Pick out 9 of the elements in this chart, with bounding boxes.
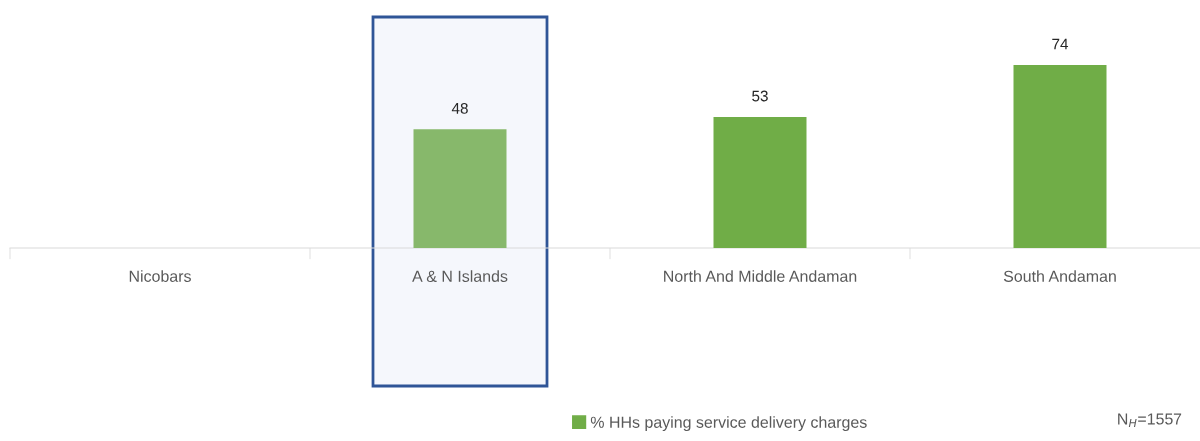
x-tick-label: A & N Islands <box>412 270 508 282</box>
data-label: 48 <box>451 102 468 114</box>
x-tick-label: North And Middle Andaman <box>664 270 857 282</box>
legend-label: % HHs paying service delivery charges <box>590 416 867 432</box>
text: N$_{H}$=1557 <box>1118 413 1182 428</box>
data-label: 53 <box>752 90 768 102</box>
x-tick-label: South Andaman <box>1003 270 1116 282</box>
data-label: 74 <box>1052 38 1069 50</box>
x-tick-label: Nicobars <box>129 270 191 282</box>
